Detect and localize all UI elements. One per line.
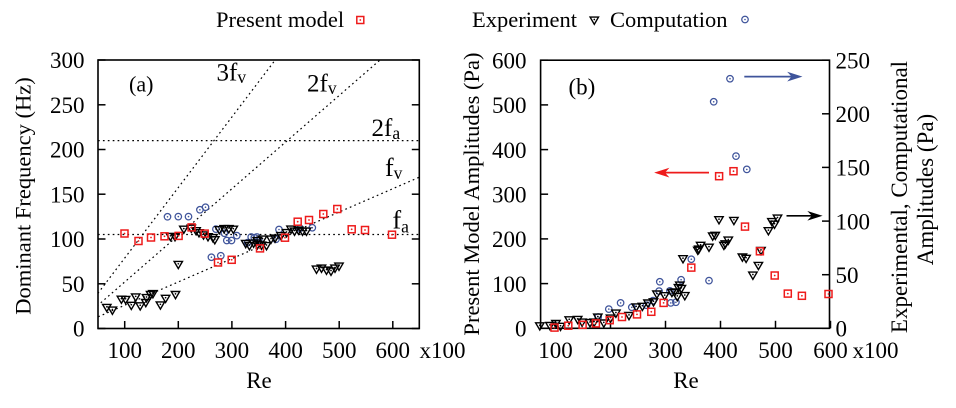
svg-text:Present model: Present model: [216, 7, 344, 32]
svg-text:100: 100: [538, 338, 573, 363]
svg-text:0: 0: [515, 317, 527, 342]
svg-text:x100: x100: [853, 338, 899, 363]
svg-text:0: 0: [836, 317, 848, 342]
svg-text:150: 150: [50, 182, 85, 207]
svg-text:400: 400: [703, 338, 738, 363]
svg-text:200: 200: [161, 338, 196, 363]
svg-text:50: 50: [62, 272, 85, 297]
svg-text:0: 0: [73, 317, 85, 342]
svg-text:600: 600: [492, 48, 527, 73]
svg-text:Dominant Frequency (Hz): Dominant Frequency (Hz): [11, 77, 36, 314]
svg-text:300: 300: [50, 48, 85, 73]
svg-text:600: 600: [376, 338, 411, 363]
svg-text:200: 200: [593, 338, 628, 363]
svg-text:500: 500: [492, 93, 527, 118]
svg-text:(b): (b): [569, 75, 596, 100]
svg-text:x100: x100: [420, 338, 466, 363]
svg-text:300: 300: [492, 182, 527, 207]
svg-text:200: 200: [50, 138, 85, 163]
svg-text:250: 250: [836, 48, 871, 73]
svg-text:100: 100: [50, 227, 85, 252]
svg-text:Amplitudes (Pa): Amplitudes (Pa): [913, 114, 938, 265]
svg-text:Experiment: Experiment: [472, 7, 578, 32]
svg-text:50: 50: [836, 263, 859, 288]
svg-text:200: 200: [836, 102, 871, 127]
svg-text:100: 100: [492, 272, 527, 297]
svg-text:200: 200: [492, 227, 527, 252]
svg-text:400: 400: [268, 338, 303, 363]
svg-text:500: 500: [322, 338, 357, 363]
svg-text:100: 100: [107, 338, 142, 363]
svg-text:300: 300: [215, 338, 250, 363]
svg-text:250: 250: [50, 93, 85, 118]
svg-text:150: 150: [836, 156, 871, 181]
svg-text:Experimental, Computational: Experimental, Computational: [887, 61, 912, 333]
svg-text:Computation: Computation: [610, 7, 728, 32]
svg-text:300: 300: [648, 338, 683, 363]
svg-text:100: 100: [836, 209, 871, 234]
svg-text:Present Model Amplitudes (Pa): Present Model Amplitudes (Pa): [459, 52, 484, 335]
svg-text:Re: Re: [673, 368, 699, 393]
svg-text:400: 400: [492, 138, 527, 163]
svg-text:500: 500: [758, 338, 793, 363]
svg-text:Re: Re: [246, 368, 272, 393]
svg-text:600: 600: [813, 338, 848, 363]
svg-text:(a): (a): [129, 72, 153, 97]
